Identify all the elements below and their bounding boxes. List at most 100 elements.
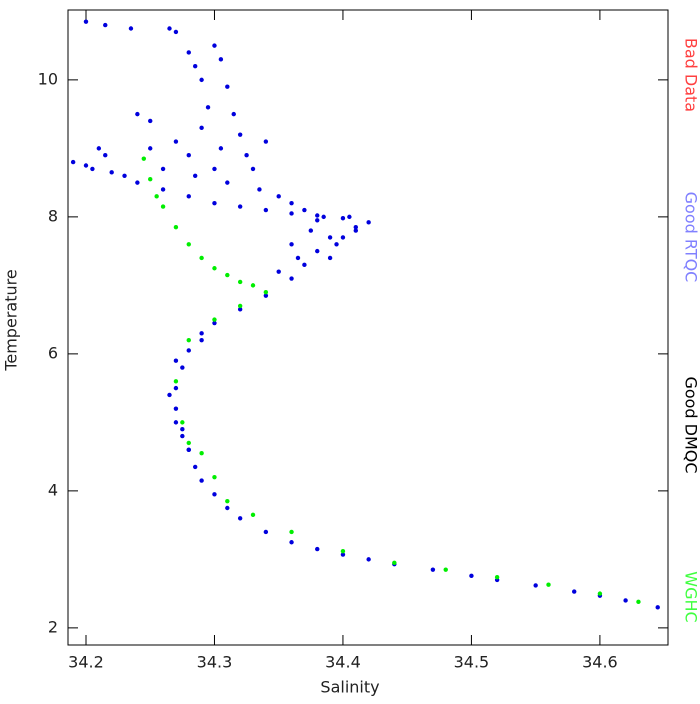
point	[187, 348, 191, 352]
point	[187, 338, 191, 342]
point	[289, 201, 293, 205]
legend-entry: Good RTQC	[682, 192, 700, 283]
point	[187, 441, 191, 445]
point	[148, 177, 152, 181]
point	[328, 235, 332, 239]
point	[109, 170, 113, 174]
point	[444, 567, 448, 571]
point	[251, 283, 255, 287]
point	[219, 57, 223, 61]
point	[148, 146, 152, 150]
point	[366, 557, 370, 561]
legend-entry: WGHC	[682, 571, 700, 622]
point	[392, 561, 396, 565]
point	[174, 420, 178, 424]
point	[315, 547, 319, 551]
point	[264, 530, 268, 534]
point	[225, 506, 229, 510]
point	[598, 591, 602, 595]
y-tick-label: 6	[48, 343, 58, 362]
point	[174, 225, 178, 229]
point	[167, 393, 171, 397]
y-axis-title: Temperature	[2, 269, 21, 371]
point	[97, 146, 101, 150]
point	[264, 290, 268, 294]
point	[347, 215, 351, 219]
point	[315, 218, 319, 222]
point	[167, 26, 171, 30]
point	[533, 583, 537, 587]
point	[180, 365, 184, 369]
y-tick-label: 8	[48, 206, 58, 225]
point	[180, 420, 184, 424]
point	[341, 216, 345, 220]
point	[431, 567, 435, 571]
point	[187, 153, 191, 157]
point	[199, 338, 203, 342]
point	[469, 574, 473, 578]
point	[193, 174, 197, 178]
point	[315, 249, 319, 253]
point	[656, 605, 660, 609]
point	[135, 112, 139, 116]
point	[238, 204, 242, 208]
x-tick-label: 34.6	[582, 653, 618, 672]
point	[212, 167, 216, 171]
point	[187, 448, 191, 452]
point	[289, 276, 293, 280]
legend-entry: Bad Data	[682, 38, 700, 112]
point	[264, 208, 268, 212]
point	[174, 139, 178, 143]
point	[187, 242, 191, 246]
point	[174, 379, 178, 383]
point	[199, 451, 203, 455]
point	[199, 126, 203, 130]
point	[206, 105, 210, 109]
point	[212, 43, 216, 47]
point	[161, 204, 165, 208]
point	[199, 331, 203, 335]
x-tick-label: 34.5	[454, 653, 490, 672]
point	[257, 187, 261, 191]
point	[251, 167, 255, 171]
point	[212, 317, 216, 321]
point	[289, 530, 293, 534]
point	[154, 194, 158, 198]
point	[71, 160, 75, 164]
point	[636, 600, 640, 604]
point	[199, 78, 203, 82]
point	[122, 174, 126, 178]
point	[212, 492, 216, 496]
point	[187, 194, 191, 198]
point	[174, 359, 178, 363]
point	[302, 208, 306, 212]
legend-entry: Good DMQC	[682, 376, 700, 473]
point	[238, 304, 242, 308]
point	[341, 235, 345, 239]
point	[264, 139, 268, 143]
point	[135, 180, 139, 184]
point	[251, 513, 255, 517]
point	[225, 499, 229, 503]
point	[225, 85, 229, 89]
point	[180, 434, 184, 438]
point	[321, 215, 325, 219]
point	[232, 112, 236, 116]
point	[277, 194, 281, 198]
point	[84, 163, 88, 167]
y-tick-label: 4	[48, 480, 58, 499]
point	[238, 516, 242, 520]
point	[354, 228, 358, 232]
point	[212, 201, 216, 205]
point	[225, 273, 229, 277]
point	[495, 575, 499, 579]
y-tick-label: 2	[48, 617, 58, 636]
point	[199, 478, 203, 482]
point	[161, 167, 165, 171]
point	[315, 213, 319, 217]
point	[623, 598, 627, 602]
point	[289, 211, 293, 215]
x-tick-label: 34.2	[68, 653, 104, 672]
point	[546, 583, 550, 587]
